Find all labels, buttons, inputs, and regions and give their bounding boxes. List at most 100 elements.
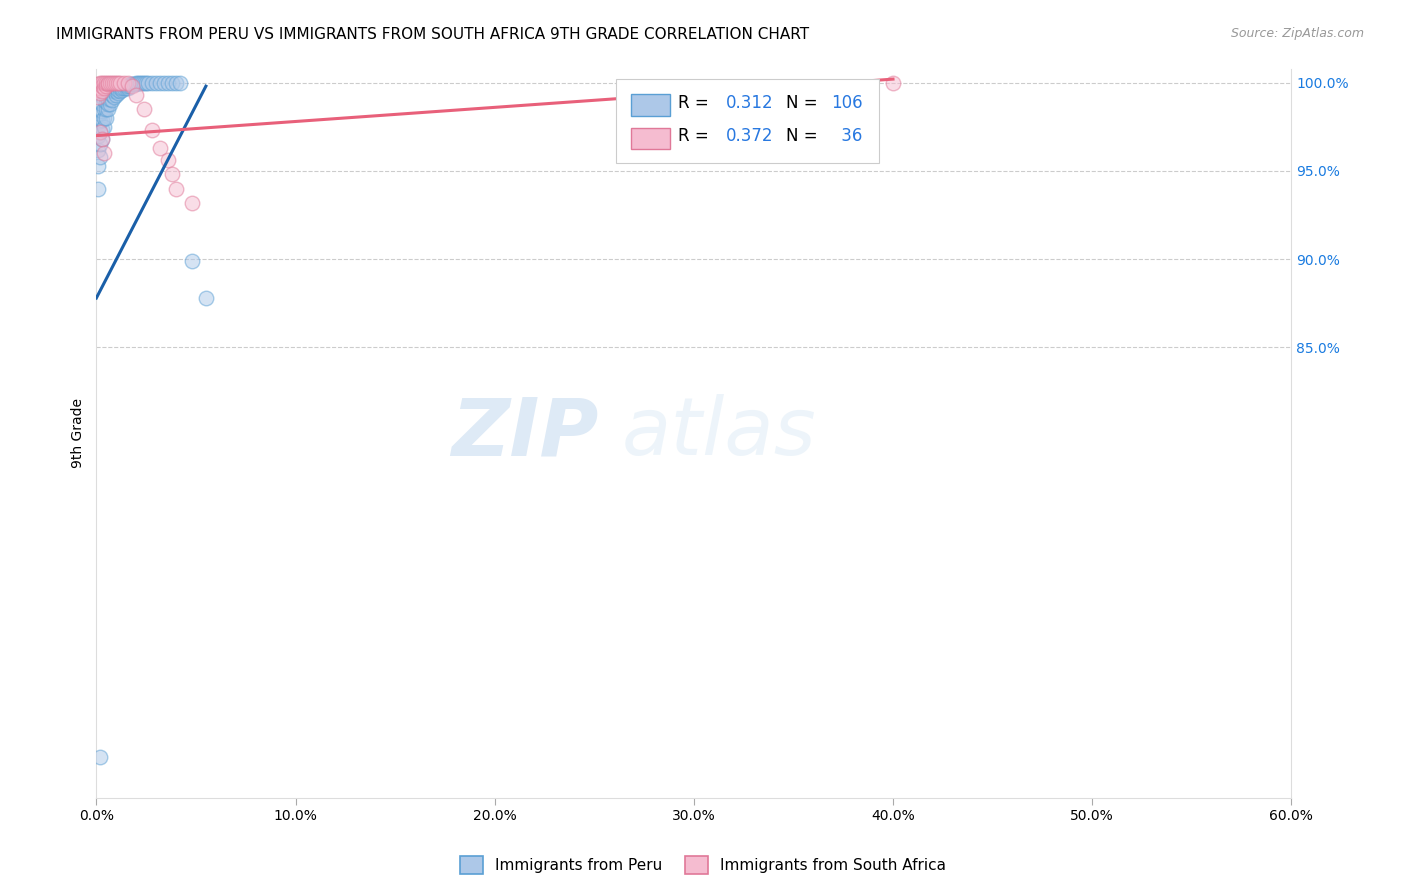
Point — [101, 76, 124, 90]
Point — [110, 85, 132, 99]
Point — [111, 81, 134, 95]
Point — [110, 81, 132, 95]
Point — [87, 78, 110, 92]
Point — [89, 87, 111, 101]
Point — [165, 76, 187, 90]
Point — [134, 76, 156, 90]
Text: 106: 106 — [831, 94, 863, 112]
Point — [103, 85, 125, 99]
Point — [87, 159, 110, 173]
Point — [97, 76, 120, 90]
Text: 0.372: 0.372 — [725, 128, 773, 145]
Point — [93, 93, 115, 107]
Point — [93, 146, 115, 161]
Point — [87, 83, 110, 97]
Point — [157, 153, 180, 168]
Point — [98, 96, 121, 111]
Legend: Immigrants from Peru, Immigrants from South Africa: Immigrants from Peru, Immigrants from So… — [454, 850, 952, 880]
Text: Source: ZipAtlas.com: Source: ZipAtlas.com — [1230, 27, 1364, 40]
Point — [112, 76, 135, 90]
Point — [117, 81, 139, 95]
Point — [135, 76, 157, 90]
Point — [160, 76, 183, 90]
Point — [160, 168, 183, 182]
Point — [93, 120, 115, 134]
Point — [97, 78, 120, 92]
Point — [97, 96, 120, 111]
Point — [91, 121, 114, 136]
Point — [89, 107, 111, 121]
Point — [122, 78, 145, 92]
Point — [141, 123, 163, 137]
FancyBboxPatch shape — [616, 79, 879, 163]
Point — [145, 76, 167, 90]
Point — [131, 76, 153, 90]
Point — [141, 76, 163, 90]
Point — [91, 79, 114, 94]
Point — [87, 120, 110, 134]
Point — [91, 132, 114, 146]
Point — [98, 87, 121, 101]
Point — [181, 254, 204, 268]
Point — [89, 76, 111, 90]
Point — [105, 88, 128, 103]
Point — [110, 76, 132, 90]
Point — [129, 76, 152, 90]
Point — [125, 76, 148, 90]
Point — [98, 76, 121, 90]
Text: 36: 36 — [837, 128, 862, 145]
Point — [107, 87, 129, 101]
Point — [91, 85, 114, 99]
Point — [153, 76, 176, 90]
Point — [91, 96, 114, 111]
Point — [93, 81, 115, 95]
Point — [91, 112, 114, 127]
Text: N =: N = — [786, 128, 823, 145]
Point — [93, 102, 115, 116]
Y-axis label: 9th Grade: 9th Grade — [72, 398, 86, 468]
Point — [120, 79, 142, 94]
Point — [157, 76, 180, 90]
Point — [96, 76, 118, 90]
Text: N =: N = — [786, 94, 823, 112]
Point — [105, 76, 128, 90]
Point — [93, 76, 115, 90]
Text: R =: R = — [678, 128, 714, 145]
Point — [89, 137, 111, 152]
Point — [89, 114, 111, 128]
Point — [194, 291, 217, 305]
Point — [121, 78, 143, 92]
Text: 0.312: 0.312 — [725, 94, 773, 112]
Point — [89, 81, 111, 95]
Point — [169, 76, 191, 90]
Point — [96, 102, 118, 116]
Point — [101, 93, 124, 107]
Point — [134, 102, 156, 116]
Point — [96, 79, 118, 94]
Point — [96, 95, 118, 109]
Point — [165, 181, 187, 195]
Point — [97, 102, 120, 116]
Point — [103, 89, 125, 103]
Point — [115, 81, 138, 95]
Text: R =: R = — [678, 94, 714, 112]
Point — [882, 76, 904, 90]
Text: ZIP: ZIP — [451, 394, 598, 472]
Point — [101, 88, 124, 103]
Point — [181, 195, 204, 210]
Point — [97, 87, 120, 101]
Point — [105, 85, 128, 99]
Point — [87, 181, 110, 195]
Point — [103, 76, 125, 90]
Point — [107, 76, 129, 90]
Point — [125, 88, 148, 103]
Point — [136, 76, 159, 90]
Point — [93, 111, 115, 125]
Point — [127, 76, 149, 90]
Point — [89, 125, 111, 139]
Point — [107, 83, 129, 97]
Point — [117, 79, 139, 94]
Point — [112, 81, 135, 95]
Point — [87, 128, 110, 143]
Point — [97, 91, 120, 105]
